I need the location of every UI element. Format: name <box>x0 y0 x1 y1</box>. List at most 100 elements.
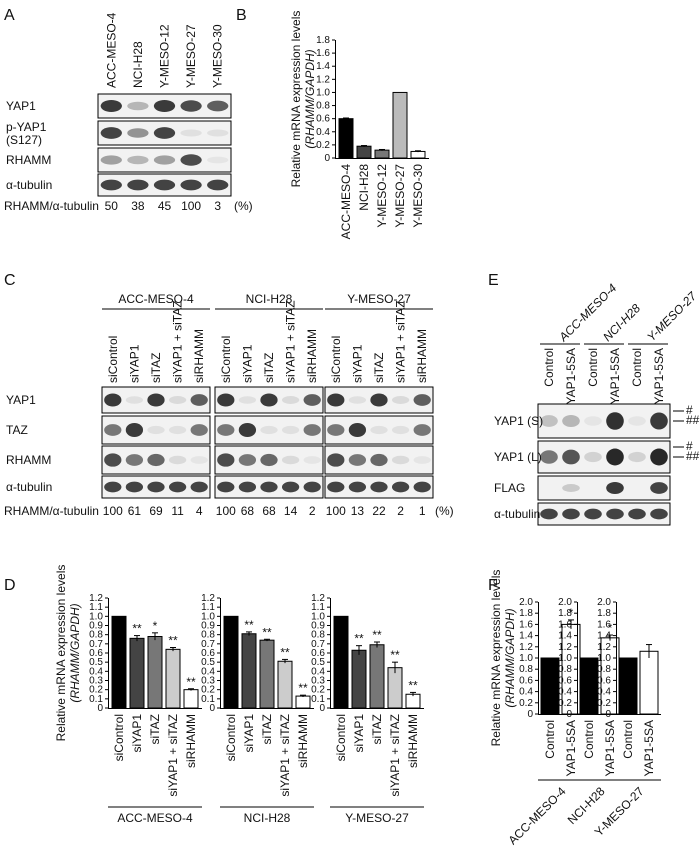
chart-d-1-bar-1-4 <box>165 648 181 709</box>
chart-d-3-sig-1-4: ** <box>390 648 400 662</box>
blot-e-1-band-6 <box>650 412 668 430</box>
chart-d-2-tick-label-1-4: 0.4 <box>201 666 215 677</box>
chart-d-1-cat-label-1-3: siTAZ <box>148 714 162 744</box>
chart-d-3-bar-1-2 <box>351 649 367 709</box>
blot-c-3-3-band-3 <box>370 453 388 467</box>
blot-e-4-band-2 <box>562 508 580 520</box>
blot-a-2-band-1 <box>100 127 122 139</box>
chart-f-tick-label-3-1: 0.2 <box>597 698 611 709</box>
quant-value-a-5: 3 <box>214 199 221 213</box>
lane-label-c-1-4: siYAP1 + siTAZ <box>171 300 185 383</box>
lane-label-c-1-1: siControl <box>106 336 120 383</box>
lane-label-c-2-4: siYAP1 + siTAZ <box>284 300 298 383</box>
marker-e-3: # <box>686 439 693 453</box>
panel-letter-a: A <box>4 7 15 24</box>
blot-e-4-frame <box>537 502 671 526</box>
blot-a-4-band-3 <box>153 179 176 191</box>
chart-f-tick-label-1-3: 0.6 <box>519 675 533 686</box>
blot-e-4-band-4 <box>606 508 624 520</box>
blot-e-4-band-6 <box>650 508 668 520</box>
lane-label-c-3-4: siYAP1 + siTAZ <box>394 300 408 383</box>
blot-e-3-band-6 <box>650 482 668 494</box>
chart-f-tick-label-2-0: 0 <box>566 709 572 720</box>
blot-a-2-band-2 <box>127 128 149 138</box>
chart-d-3-tick-label-1-11: 1.1 <box>311 602 325 613</box>
chart-d-3-tick-label-1-8: 0.8 <box>311 630 325 641</box>
chart-d-2-sig-1-2: ** <box>244 618 254 632</box>
chart-d-3-tick-label-1-0: 0 <box>319 703 325 714</box>
chart-d-2-cat-label-1-3: siTAZ <box>260 714 274 744</box>
blot-e-2-band-1 <box>540 450 558 464</box>
group-label-e-2: NCI-H28 <box>600 301 643 344</box>
chart-d-2-tick-label-1-11: 1.1 <box>201 602 215 613</box>
blot-c-2-3-band-4 <box>281 455 300 465</box>
blot-c-1-4-band-3 <box>147 481 165 493</box>
blot-e-1-band-2 <box>562 414 580 428</box>
blot-c-1-1-band-4 <box>168 396 187 404</box>
blot-c-2-1-band-1 <box>217 393 235 407</box>
quant-value-c-3-3: 22 <box>372 504 386 518</box>
chart-f-cat-label-3-2: YAP1-5SA <box>642 720 656 776</box>
blot-e-4-band-1 <box>540 508 558 520</box>
chart-f-tick-label-2-1: 0.2 <box>558 698 572 709</box>
chart-d-3-group-label-1: Y-MESO-27 <box>345 811 409 825</box>
chart-d-3-bar-1-5 <box>405 693 421 709</box>
lane-label-a-3: Y-MESO-12 <box>158 24 172 88</box>
lane-label-c-3-2: siYAP1 <box>350 344 364 383</box>
chart-f-cat-label-1-1: Control <box>543 720 557 759</box>
chart-f-tick-label-3-4: 0.8 <box>597 664 611 675</box>
lane-label-c-3-3: siTAZ <box>372 353 386 383</box>
quant-value-c-1-3: 69 <box>149 504 163 518</box>
blot-e-2-band-5 <box>628 451 646 463</box>
blot-label-e-2: YAP1 (L) <box>494 450 542 464</box>
blot-c-2-2-band-2 <box>238 422 257 438</box>
blot-a-1-band-5 <box>207 100 229 112</box>
chart-d-2-tick-label-1-0: 0 <box>209 703 215 714</box>
chart-f-cat-label-3-1: Control <box>621 720 635 759</box>
chart-d-3-sig-1-5: ** <box>408 678 418 692</box>
blot-c-3-2-band-5 <box>413 424 431 436</box>
chart-d-2-tick-label-1-3: 0.3 <box>201 676 215 687</box>
quant-value-c-3-2: 13 <box>351 504 365 518</box>
chart-d-3-bar-1-3 <box>369 644 385 709</box>
panel-b: 0 0.2 0.4 0.6 0.8 1.0 1.2 1.4 1.6 1.8 ACC-MESO-4 NC… <box>289 11 429 239</box>
chart-b-tick-label-1-5: 1.0 <box>316 87 330 98</box>
chart-b-tick-label-1-0: 0 <box>324 153 330 164</box>
blot-c-3-4-band-4 <box>391 481 410 493</box>
blot-label-a-3-1: RHAMM <box>6 153 51 167</box>
blot-c-3-1-band-3 <box>370 393 388 407</box>
chart-d-3-tick-label-1-12: 1.2 <box>311 593 325 604</box>
chart-b-tick-label-1-8: 1.6 <box>316 48 330 59</box>
blot-a-4-band-4 <box>180 179 202 191</box>
chart-d-3-cat-label-1-2: siYAP1 <box>352 714 366 753</box>
blot-label-a-2-2: (S127) <box>6 133 42 147</box>
chart-d-1-cat-label-1-4: siYAP1 + siTAZ <box>166 714 180 797</box>
chart-f-tick-label-1-8: 1.6 <box>519 619 533 630</box>
blot-c-2-3-band-5 <box>303 456 321 464</box>
lane-label-c-3-5: siRHAMM <box>415 329 429 383</box>
blot-a-2-band-5 <box>207 129 229 137</box>
quant-value-c-2-2: 68 <box>241 504 255 518</box>
chart-f-tick-label-2-5: 1.0 <box>558 653 572 664</box>
chart-d-2-bar-1-3 <box>259 639 275 709</box>
chart-f-tick-label-2-7: 1.4 <box>558 631 572 642</box>
chart-d-1-tick-label-1-8: 0.8 <box>89 630 103 641</box>
chart-f-tick-label-2-4: 0.8 <box>558 664 572 675</box>
chart-d-1-tick-label-1-9: 0.9 <box>89 621 103 632</box>
blot-c-3-2-band-1 <box>327 424 345 436</box>
chart-d-1-tick-label-1-5: 0.5 <box>89 657 103 668</box>
chart-f-tick-label-3-2: 0.4 <box>597 687 611 698</box>
quant-value-a-4: 100 <box>181 199 201 213</box>
blot-c-1-2-band-3 <box>147 425 165 435</box>
chart-d-3-tick-label-1-4: 0.4 <box>311 666 325 677</box>
chart-d-2-tick-label-1-2: 0.2 <box>201 685 215 696</box>
blot-c-3-1-band-4 <box>391 396 410 404</box>
quant-value-a-2: 38 <box>131 199 145 213</box>
blot-c-3-2-band-3 <box>370 425 388 435</box>
blot-label-c-2: TAZ <box>6 423 28 437</box>
blot-c-1-4-band-5 <box>190 481 208 493</box>
chart-b-cat-label-1-3: Y-MESO-12 <box>375 164 389 228</box>
blot-c-2-1-band-4 <box>281 396 300 404</box>
chart-d-3-tick-label-1-2: 0.2 <box>311 685 325 696</box>
